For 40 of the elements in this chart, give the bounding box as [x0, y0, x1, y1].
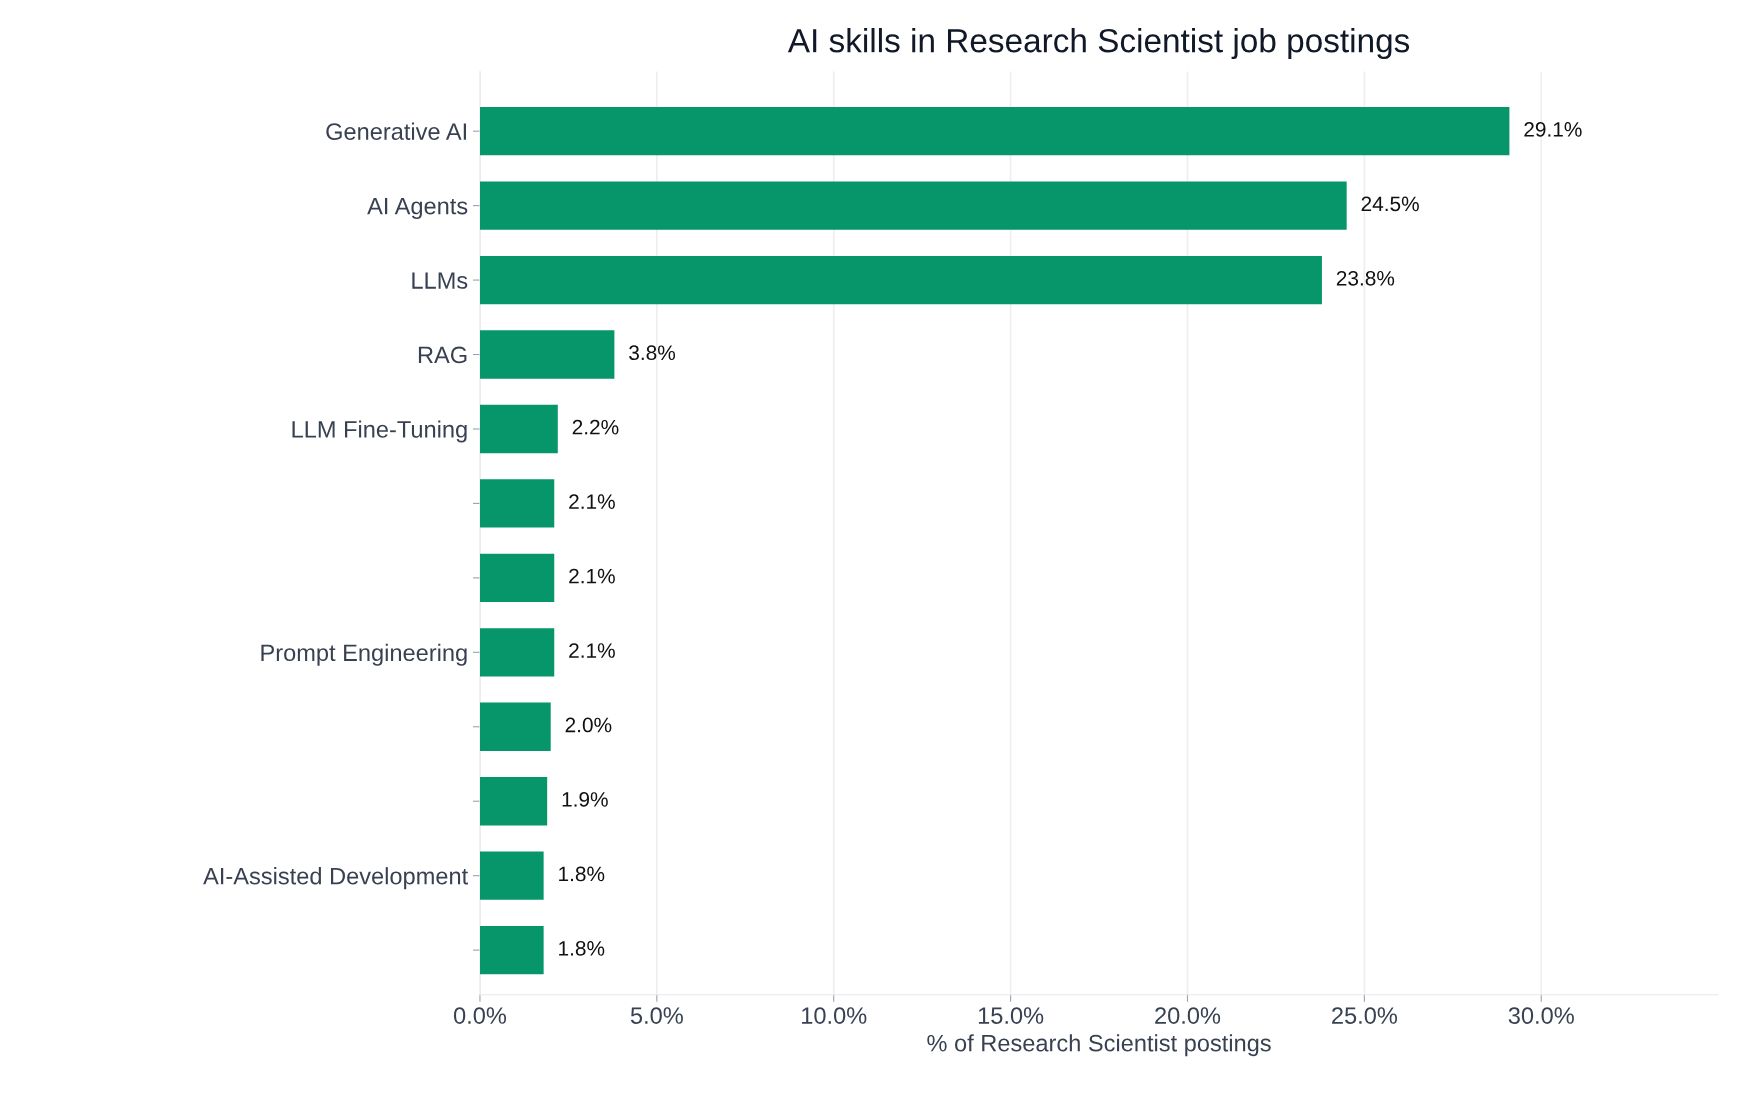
- y-tick-label: RAG: [418, 346, 467, 364]
- data-label: 23.8%: [1336, 270, 1395, 286]
- bar: [479, 255, 1322, 305]
- bar: [479, 106, 1510, 156]
- x-tick-label: 0.0%: [453, 1007, 507, 1024]
- bar: [479, 404, 558, 454]
- bar: [479, 777, 548, 826]
- data-label: 1.8%: [559, 940, 605, 956]
- y-tick-label: Prompt Engineering: [261, 643, 467, 666]
- bar: [479, 479, 555, 528]
- data-label: 2.1%: [569, 494, 615, 509]
- data-label: 1.8%: [559, 866, 605, 882]
- y-tick-label: Generative AI: [326, 122, 466, 140]
- data-label: 24.5%: [1361, 196, 1419, 212]
- x-axis-title: % of Research Scientist postings: [927, 1034, 1271, 1057]
- data-label: 29.1%: [1524, 122, 1582, 137]
- x-tick-label: 25.0%: [1332, 1007, 1398, 1024]
- bar: [479, 553, 555, 603]
- bar: [479, 851, 544, 900]
- bar: [479, 330, 615, 379]
- bar: [479, 702, 551, 751]
- y-tick-label: AI Agents: [367, 197, 468, 220]
- y-tick-label: LLM Fine-Tuning: [292, 420, 467, 443]
- x-tick-label: 20.0%: [1155, 1007, 1221, 1024]
- data-label: 3.8%: [629, 345, 676, 361]
- chart-title: AI skills in Research Scientist job postings: [787, 28, 1410, 60]
- data-label: 2.1%: [569, 643, 615, 658]
- data-label: 1.9%: [562, 792, 608, 807]
- y-tick-label: LLMs: [412, 272, 468, 289]
- data-label: 2.0%: [565, 717, 612, 733]
- data-label: 2.1%: [569, 568, 615, 584]
- x-tick-label: 30.0%: [1508, 1007, 1574, 1024]
- x-tick-label: 10.0%: [802, 1007, 867, 1024]
- bar: [479, 925, 544, 975]
- x-tick-label: 5.0%: [630, 1007, 683, 1024]
- y-tick-label: AI-Assisted Development: [203, 867, 468, 890]
- data-label: 2.2%: [572, 419, 619, 435]
- x-tick-label: 15.0%: [978, 1007, 1044, 1024]
- bar: [479, 181, 1347, 230]
- bar: [479, 628, 555, 677]
